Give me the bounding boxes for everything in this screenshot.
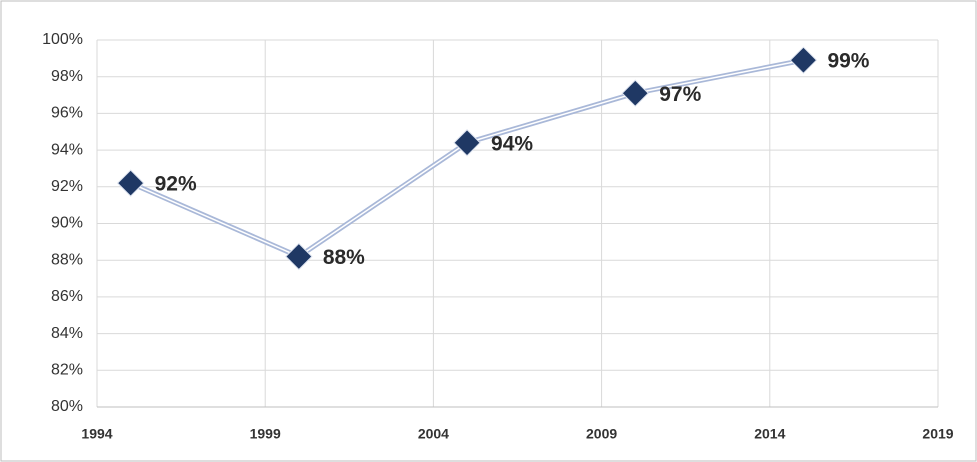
data-point — [116, 169, 145, 197]
y-tick-label: 84% — [51, 325, 83, 342]
data-label: 94% — [491, 132, 533, 155]
data-point — [789, 46, 818, 74]
y-tick-label: 94% — [51, 141, 83, 158]
x-tick-label: 2009 — [586, 426, 617, 442]
data-point — [285, 242, 313, 271]
data-label: 88% — [323, 246, 365, 269]
x-tick-label: 1994 — [81, 426, 112, 442]
y-tick-label: 90% — [51, 215, 83, 232]
x-tick-label: 2019 — [922, 426, 953, 442]
data-point — [453, 129, 481, 157]
x-tick-label: 2004 — [418, 426, 449, 442]
y-tick-label: 96% — [51, 105, 83, 122]
data-label: 92% — [155, 173, 197, 196]
y-tick-label: 80% — [51, 398, 83, 415]
y-tick-label: 92% — [51, 178, 83, 195]
data-label: 97% — [659, 83, 701, 106]
data-point — [621, 79, 649, 107]
x-tick-label: 1999 — [250, 426, 281, 442]
y-tick-label: 100% — [42, 31, 83, 48]
data-label: 99% — [827, 50, 869, 73]
y-tick-label: 82% — [51, 362, 83, 379]
y-tick-label: 88% — [51, 251, 83, 268]
y-tick-label: 98% — [51, 68, 83, 85]
y-tick-label: 86% — [51, 288, 83, 305]
x-tick-label: 2014 — [754, 426, 785, 442]
